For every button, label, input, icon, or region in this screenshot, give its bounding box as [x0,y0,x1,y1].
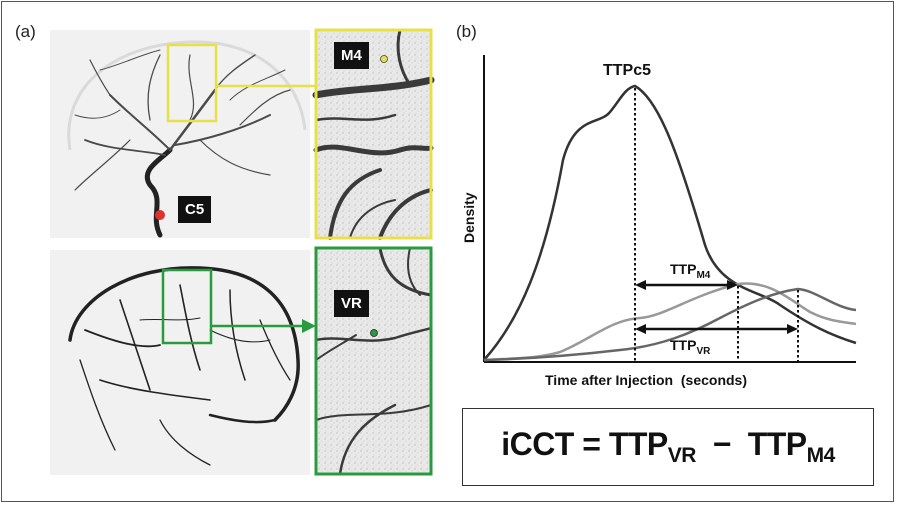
vr-tag: VR [334,290,369,317]
ttp-vr-label: TTPVR [670,337,711,357]
c5-curve-line [483,84,857,361]
ttp-m4-arrowhead-left [635,280,646,290]
panel-b-label: (b) [456,22,477,41]
y-axis-label: Density [461,192,477,243]
vr-curve-line [483,287,857,362]
zoom-vr-region [314,246,433,476]
peak-label: TTPc5 [603,62,651,79]
formula-right-sub: M4 [806,444,836,467]
ttp-vr-arrowhead-left [635,324,646,334]
panel-a-label: (a) [15,22,36,41]
ttp-vr-arrowhead-right [787,324,798,334]
formula-left-sub: VR [667,444,697,467]
angiogram-venous-lateral [50,250,316,475]
formula-left: iCCT = TTP [501,426,668,462]
ttp-m4-label: TTPM4 [670,261,711,281]
m4-curve-line [483,282,857,362]
m4-tag: M4 [334,42,369,69]
icct-formula: iCCT = TTPVR − TTPM4 [501,426,835,468]
angiogram-arterial-lateral [50,30,316,238]
icct-formula-box: iCCT = TTPVR − TTPM4 [462,408,874,486]
c5-tag: C5 [178,196,212,223]
ttp-m4-arrowhead-right [727,280,738,290]
x-axis-label: Time after Injection (seconds) [545,372,747,388]
formula-minus: − [712,426,732,462]
formula-right: TTP [747,426,807,462]
